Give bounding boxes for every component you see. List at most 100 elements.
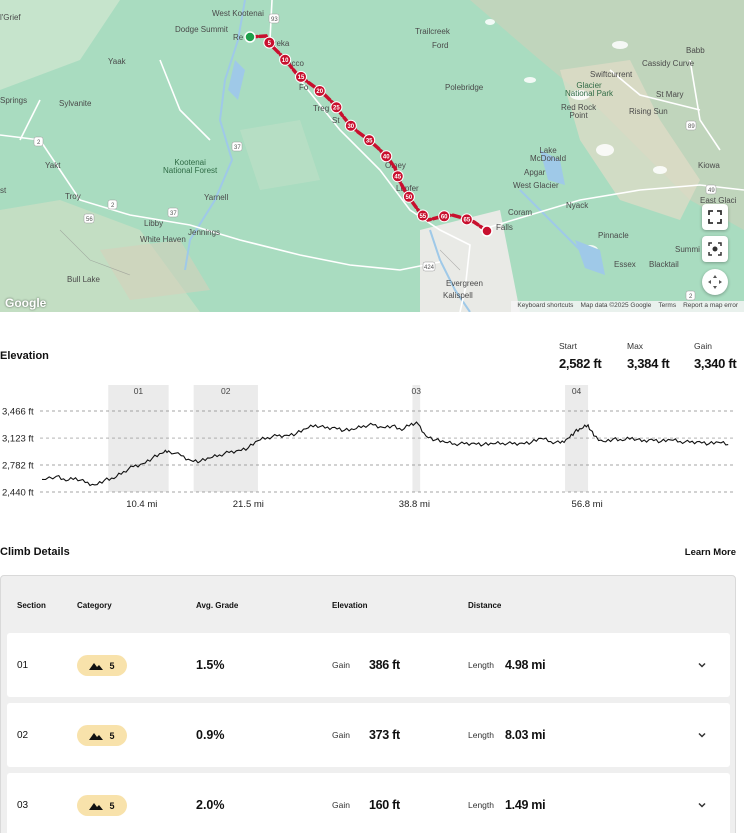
map-label-cassidy-curve: Cassidy Curve <box>642 59 695 68</box>
chevron-down-icon[interactable] <box>696 799 708 811</box>
map-label-red-rock-point: Red Rock Point <box>561 103 597 120</box>
route-marker-60 <box>438 210 451 223</box>
route-start-marker[interactable] <box>244 31 256 43</box>
stat-start-value: 2,582 ft <box>559 356 602 371</box>
map-label-st-mary: St Mary <box>656 90 684 99</box>
y-tick-label: 3,466 ft <box>2 407 34 418</box>
stat-max-value: 3,384 ft <box>627 356 670 371</box>
climb-row-03[interactable]: 03 5 2.0% Gain 160 ft Length 1.49 mi <box>7 773 730 833</box>
terms-link[interactable]: Terms <box>658 302 677 309</box>
map-label-yakt: Yakt <box>45 161 61 170</box>
climb-row-01[interactable]: 01 5 1.5% Gain 386 ft Length 4.98 mi <box>7 633 730 697</box>
map-data-text: Map data ©2025 Google <box>580 302 652 309</box>
header-category: Category <box>77 601 112 610</box>
route-marker-label: 30 <box>347 124 354 130</box>
climb-section-band-02[interactable] <box>193 385 258 492</box>
mountain-icon <box>89 802 104 810</box>
elevation-line <box>41 421 729 487</box>
route-map[interactable]: 93 37 2 2 56 37 424 49 89 2 l'Grief West… <box>0 0 744 312</box>
route-marker-label: 5 <box>268 41 272 47</box>
avg-grade-value: 0.9% <box>196 728 225 742</box>
header-distance: Distance <box>468 601 502 610</box>
map-label-sylvanite: Sylvanite <box>59 99 92 108</box>
map-label-grief: l'Grief <box>0 13 21 22</box>
recenter-icon <box>708 242 722 256</box>
map-label-rising-sun: Rising Sun <box>629 107 668 116</box>
route-marker-40 <box>380 150 393 163</box>
map-label-apgar: Apgar <box>524 168 546 177</box>
fullscreen-icon <box>708 210 722 224</box>
gain-value: 373 ft <box>369 728 400 742</box>
map-label-kiowa: Kiowa <box>698 161 720 170</box>
map-label-troy: Troy <box>65 192 81 201</box>
row-section: 03 <box>17 800 29 811</box>
map-label-dodge-summit: Dodge Summit <box>175 25 228 34</box>
category-badge: 5 <box>77 655 127 676</box>
map-label-eureka: Eureka <box>264 39 290 48</box>
map-label-fortine-suffix: acco <box>287 59 304 68</box>
map-label-trailcreek: Trailcreek <box>415 27 450 36</box>
gain-label: Gain <box>332 660 350 670</box>
climb-section-label: 01 <box>134 386 144 396</box>
map-label-polebridge: Polebridge <box>445 83 484 92</box>
map-label-st-east: st <box>0 186 7 195</box>
svg-text:2: 2 <box>689 294 693 300</box>
mountain-icon <box>89 732 104 740</box>
report-map-error-link[interactable]: Report a map error <box>683 302 738 309</box>
map-label-nyack: Nyack <box>566 201 589 210</box>
map-label-white-haven: White Haven <box>140 235 186 244</box>
length-value: 4.98 mi <box>505 658 546 672</box>
route-marker-15 <box>294 70 307 83</box>
elevation-chart[interactable]: 01 02 03 04 2,440 ft 2,782 ft 3,123 ft 3,466 f… <box>0 382 744 512</box>
stat-gain-value: 3,340 ft <box>694 356 737 371</box>
map-label-kalispell: Kalispell <box>443 291 473 300</box>
svg-text:424: 424 <box>424 265 435 271</box>
map-label-lupfer: Lupfer <box>396 184 419 193</box>
route-marker-label: 55 <box>419 214 426 220</box>
route-marker-label: 10 <box>282 58 289 64</box>
recenter-button[interactable] <box>702 236 728 262</box>
avg-grade-value: 2.0% <box>196 798 225 812</box>
length-value: 1.49 mi <box>505 798 546 812</box>
map-label-babb: Babb <box>686 46 705 55</box>
climb-table: Section Category Avg. Grade Elevation Di… <box>0 575 736 833</box>
climb-section-band-03[interactable] <box>412 385 421 492</box>
map-label-summit: Summi <box>675 245 700 254</box>
climb-row-02[interactable]: 02 5 0.9% Gain 373 ft Length 8.03 mi <box>7 703 730 767</box>
map-label-west-glacier: West Glacier <box>513 181 559 190</box>
route-marker-label: 20 <box>316 89 323 95</box>
route-marker-label: 65 <box>463 218 470 224</box>
gain-label: Gain <box>332 730 350 740</box>
map-label-blacktail: Blacktail <box>649 260 679 269</box>
map-label-kootenai-nf: Kootenai National Forest <box>163 158 218 175</box>
learn-more-link[interactable]: Learn More <box>684 547 736 558</box>
route-marker-label: 25 <box>333 105 340 111</box>
keyboard-shortcuts-link[interactable]: Keyboard shortcuts <box>517 302 574 309</box>
route-marker-label: 15 <box>298 75 305 81</box>
x-tick-label: 56.8 mi <box>572 499 603 510</box>
x-tick-label: 21.5 mi <box>233 499 264 510</box>
climb-section-label: 02 <box>221 386 231 396</box>
route-marker-label: 60 <box>441 215 448 221</box>
chevron-down-icon[interactable] <box>696 729 708 741</box>
route-end-marker[interactable] <box>481 225 493 237</box>
route-marker-label: 50 <box>406 195 413 201</box>
map-label-evergreen: Evergreen <box>446 279 483 288</box>
pan-button[interactable] <box>702 269 728 295</box>
map-label-stryker: St <box>332 116 340 125</box>
map-label-pinnacle: Pinnacle <box>598 231 629 240</box>
route-marker-65 <box>460 213 473 226</box>
fullscreen-button[interactable] <box>702 204 728 230</box>
row-section: 02 <box>17 730 29 741</box>
stat-max-label: Max <box>627 341 644 351</box>
map-label-ford: Ford <box>432 41 449 50</box>
map-attribution: Keyboard shortcuts Map data ©2025 Google… <box>511 301 744 312</box>
climb-section-label: 03 <box>412 386 422 396</box>
route-marker-label: 45 <box>394 174 401 180</box>
map-label-yaak: Yaak <box>108 57 126 66</box>
category-value: 5 <box>109 730 115 741</box>
chevron-down-icon[interactable] <box>696 659 708 671</box>
map-label-essex: Essex <box>614 260 636 269</box>
mountain-icon <box>89 662 104 670</box>
stat-max: Max 3,384 ft <box>627 341 670 371</box>
